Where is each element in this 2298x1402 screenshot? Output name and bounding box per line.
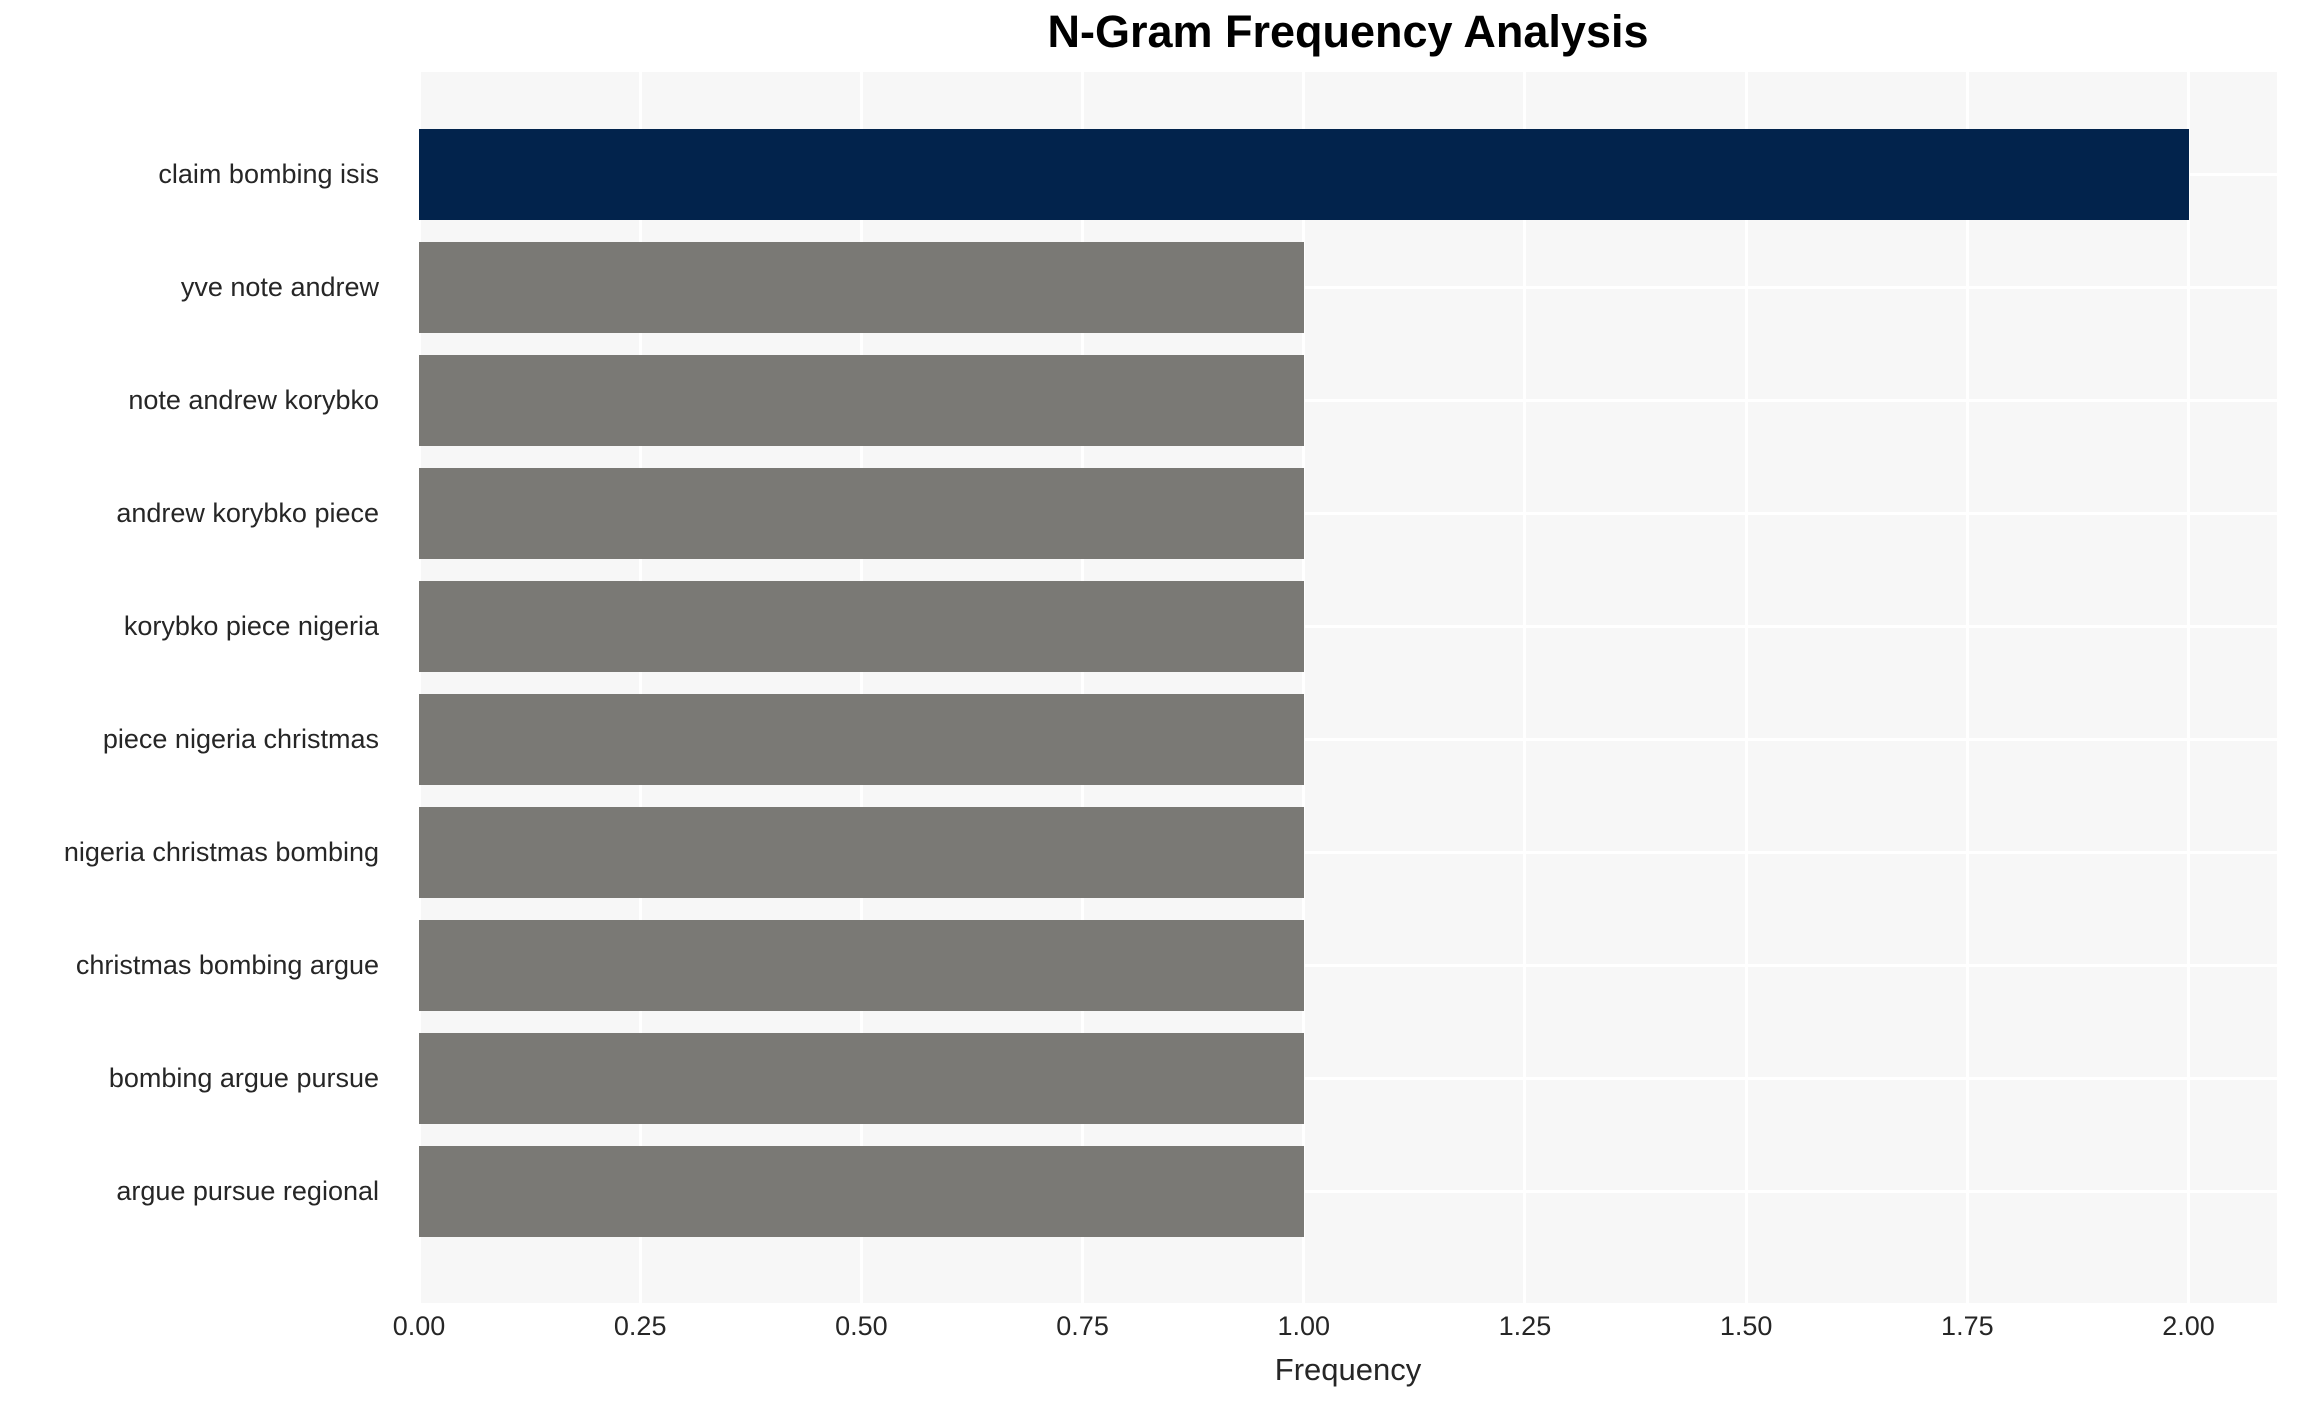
bar (419, 468, 1304, 559)
x-tick-label: 0.25 (613, 1311, 667, 1341)
bar (419, 355, 1304, 446)
gridline-vertical (417, 72, 421, 1303)
gridline-horizontal (419, 399, 2277, 402)
gridline-vertical (1965, 72, 1969, 1303)
category-label: andrew korybko piece (116, 498, 379, 528)
bar (419, 242, 1304, 333)
gridline-vertical (1744, 72, 1748, 1303)
category-label: christmas bombing argue (75, 950, 379, 980)
bar-row (419, 1022, 2277, 1135)
bar-row (419, 231, 2277, 344)
bar-row (419, 796, 2277, 909)
category-label: claim bombing isis (158, 159, 379, 189)
bar-row (419, 909, 2277, 1022)
gridline-vertical (1302, 72, 1306, 1303)
x-tick-label: 0.00 (392, 1311, 446, 1341)
gridline-horizontal (419, 738, 2277, 741)
category-label: nigeria christmas bombing (63, 837, 379, 867)
bar (419, 920, 1304, 1011)
x-tick-label: 0.50 (835, 1311, 888, 1341)
x-tick-label: 2.00 (2162, 1311, 2215, 1341)
bar-row (419, 1135, 2277, 1248)
gridline-vertical (1081, 72, 1085, 1303)
gridline-horizontal (419, 1077, 2277, 1080)
bar (419, 129, 2189, 220)
bar-row (419, 570, 2277, 683)
gridline-horizontal (419, 512, 2277, 515)
gridline-vertical (638, 72, 642, 1303)
plot-area (417, 72, 2277, 1303)
category-label: argue pursue regional (116, 1176, 379, 1206)
bar (419, 807, 1304, 898)
gridline-horizontal (419, 1190, 2277, 1193)
gridline-vertical (1523, 72, 1527, 1303)
x-tick-label: 1.50 (1719, 1311, 1773, 1341)
gridline-horizontal (419, 625, 2277, 628)
category-label: yve note andrew (180, 272, 379, 302)
bar-row (419, 457, 2277, 570)
bar-row (419, 118, 2277, 231)
x-tick-label: 1.00 (1277, 1311, 1331, 1341)
x-tick-label: 1.75 (1941, 1311, 1994, 1341)
bar-row (419, 683, 2277, 796)
bar-rows (419, 118, 2277, 1248)
bar (419, 1033, 1304, 1124)
gridline-vertical (859, 72, 863, 1303)
chart-title: N-Gram Frequency Analysis (1047, 6, 1649, 57)
gridline-vertical (2187, 72, 2191, 1303)
gridline-horizontal (419, 851, 2277, 854)
category-label: note andrew korybko (128, 385, 379, 415)
gridline-horizontal (419, 286, 2277, 289)
bar (419, 694, 1304, 785)
y-axis-labels: claim bombing isis yve note andrew note an… (0, 118, 399, 1248)
x-tick-label: 1.25 (1498, 1311, 1552, 1341)
bar (419, 581, 1304, 672)
category-label: korybko piece nigeria (123, 611, 379, 641)
x-axis-label: Frequency (1274, 1352, 1422, 1387)
gridline-horizontal (419, 964, 2277, 967)
x-axis-ticks: 0.00 0.25 0.50 0.75 1.00 1.25 1.50 1.75 2.00 (393, 1311, 2277, 1351)
bar-row (419, 344, 2277, 457)
category-label: bombing argue pursue (108, 1063, 379, 1093)
bar (419, 1146, 1304, 1237)
category-label: piece nigeria christmas (102, 724, 379, 754)
x-tick-label: 0.75 (1056, 1311, 1109, 1341)
